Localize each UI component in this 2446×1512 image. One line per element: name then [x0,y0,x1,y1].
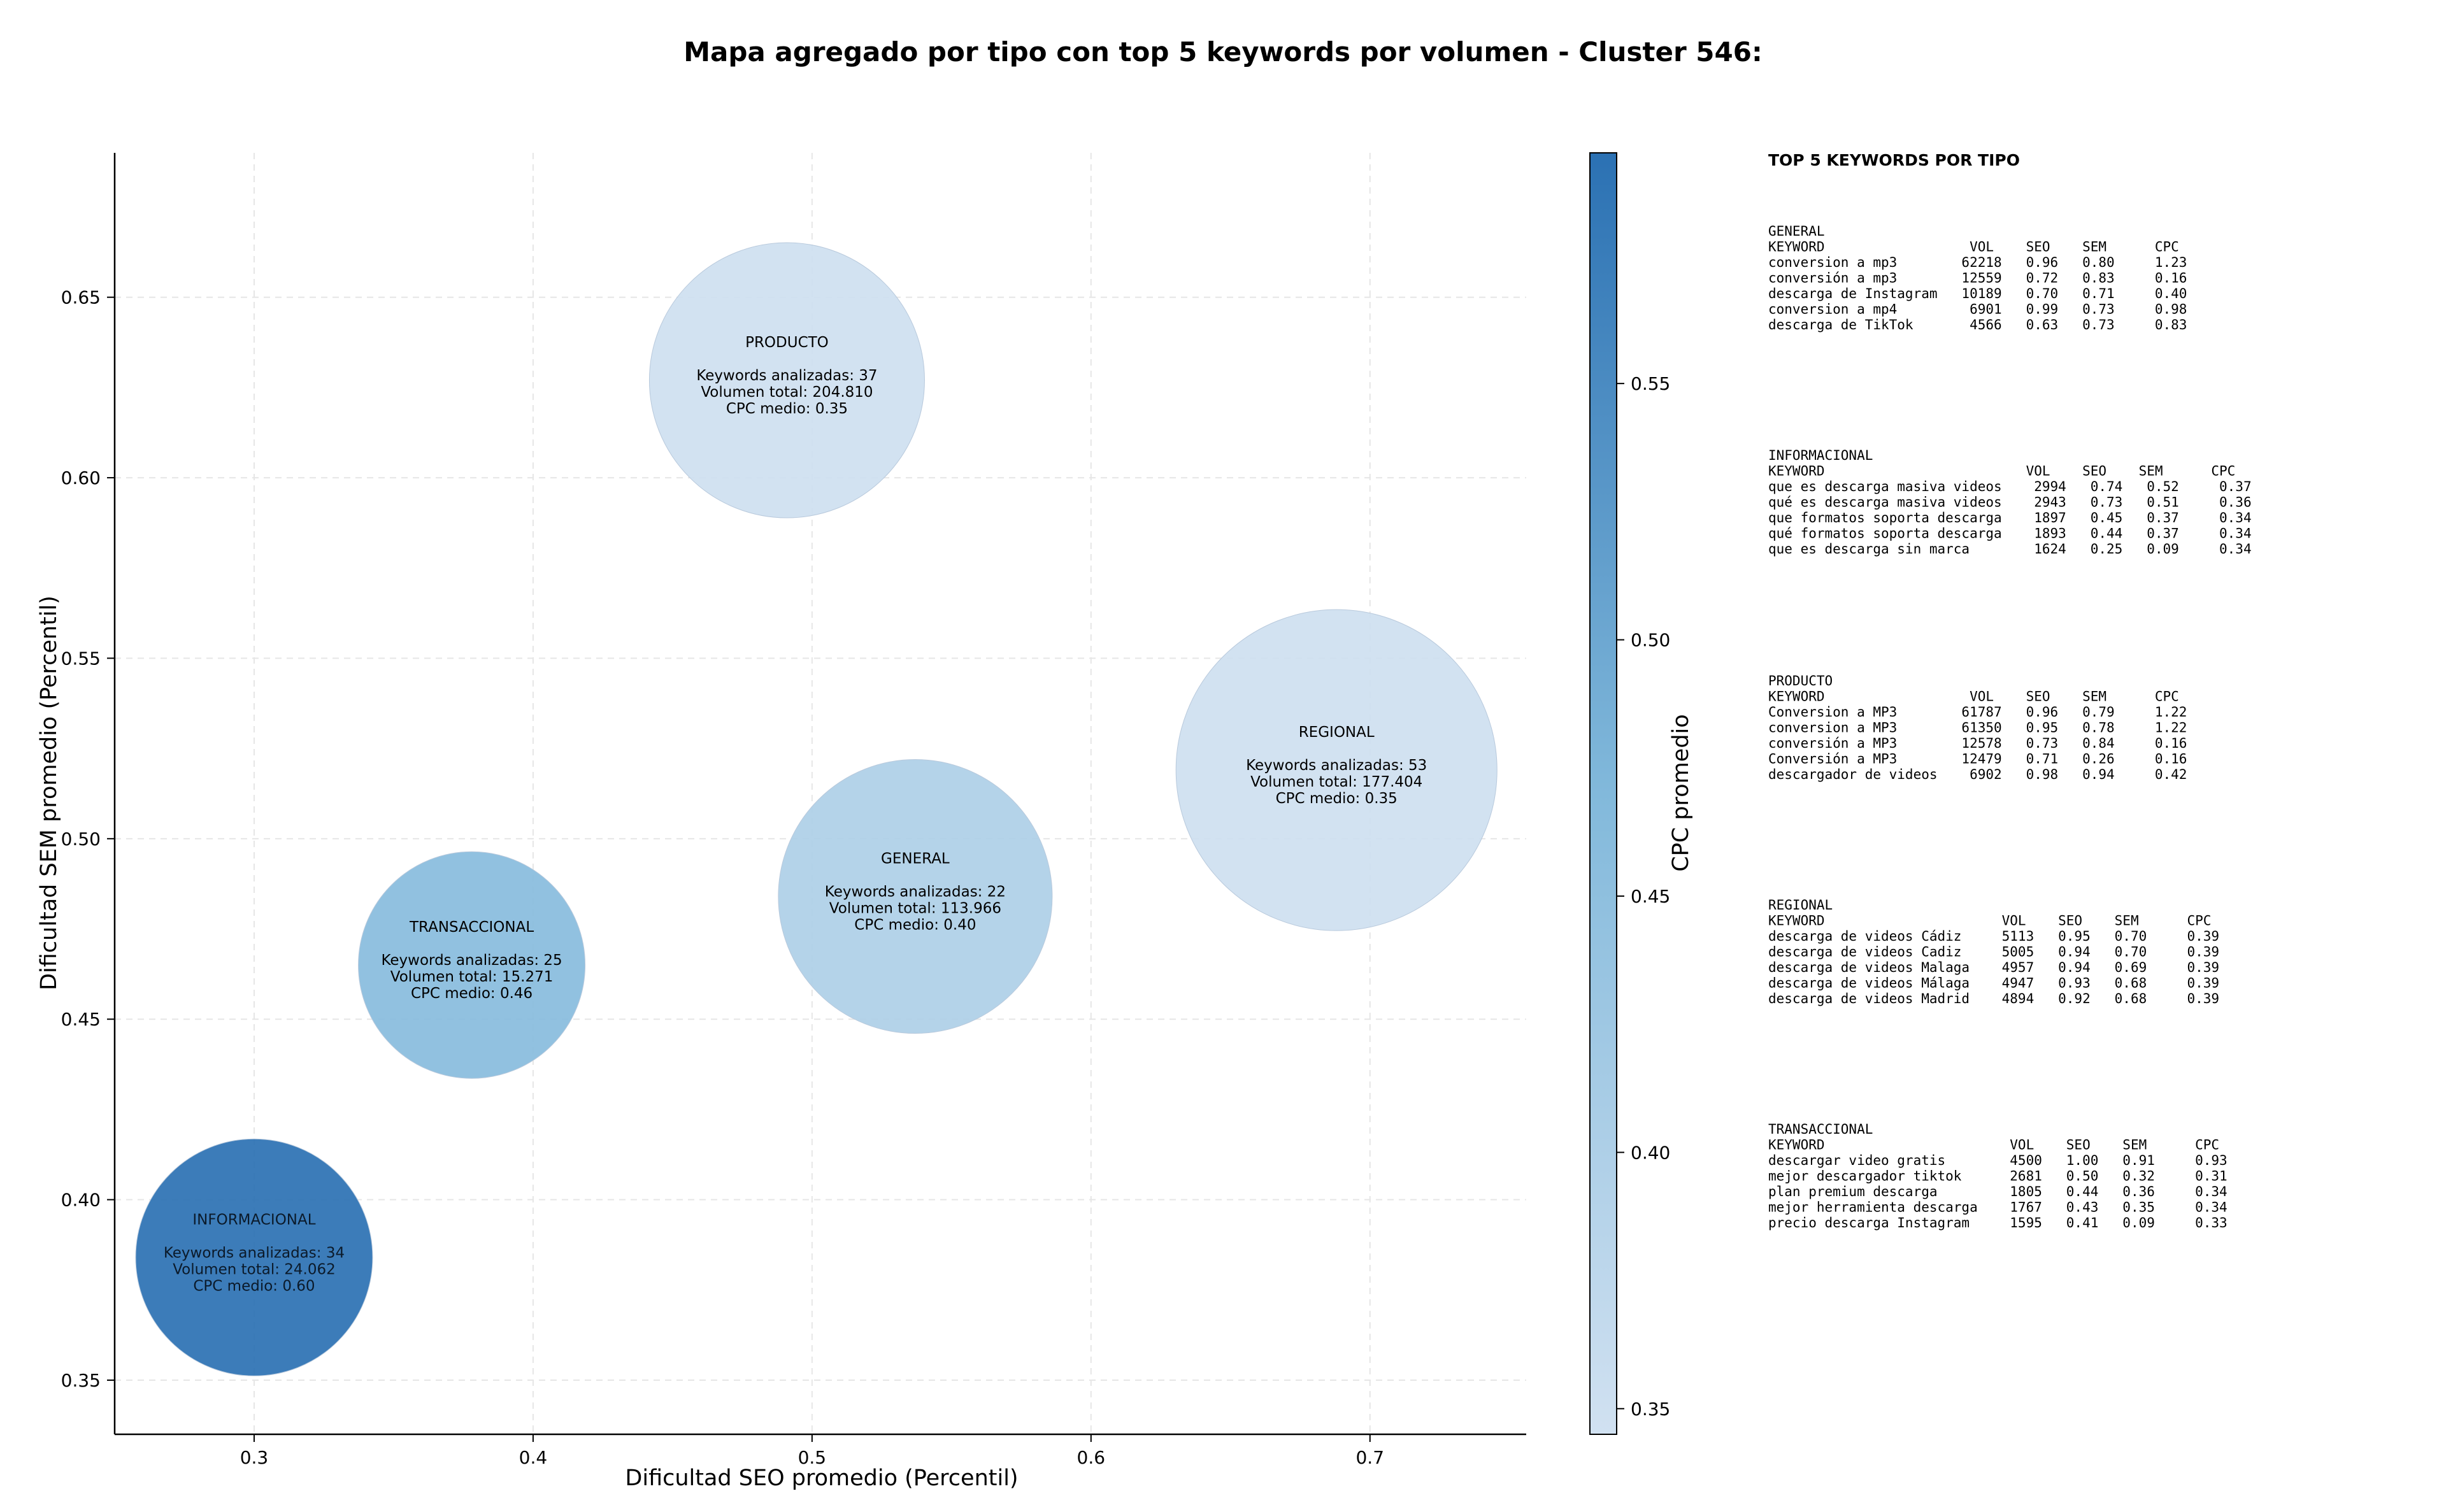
colorbar-label: CPC promedio [1668,714,1694,871]
panel-table-row: conversion a mp4 6901 0.99 0.73 0.98 [1768,302,2187,317]
panel-table-row: descarga de TikTok 4566 0.63 0.73 0.83 [1768,317,2187,332]
panel-table-row: conversión a mp3 12559 0.72 0.83 0.16 [1768,271,2187,286]
bubble-annotation: Volumen total: 204.810 [701,384,873,401]
bubble-label: TRANSACCIONAL [409,919,534,936]
bubble-annotation: Keywords analizadas: 25 [381,952,562,969]
y-tick-label: 0.35 [61,1370,101,1391]
bubble-producto [648,242,925,518]
colorbar-tick-label: 0.50 [1631,630,1670,651]
bubble-annotation: CPC medio: 0.40 [854,917,976,934]
panel-table-row: que es descarga masiva videos 2994 0.74 … [1768,479,2252,494]
chart-title: Mapa agregado por tipo con top 5 keyword… [683,36,1763,68]
bubble-annotation: Keywords analizadas: 37 [696,367,877,384]
bubble-annotation: Volumen total: 113.966 [829,901,1001,917]
panel-table-row: mejor herramienta descarga 1767 0.43 0.3… [1768,1200,2228,1215]
bubble-label: INFORMACIONAL [192,1211,315,1228]
panel-table-header: KEYWORD VOL SEO SEM CPC [1768,464,2235,479]
bubble-label: PRODUCTO [745,334,829,351]
panel-table-header: KEYWORD VOL SEO SEM CPC [1768,913,2211,929]
panel-table-row: descarga de videos Malaga 4957 0.94 0.69… [1768,960,2219,975]
panel-table-row: Conversión a MP3 12479 0.71 0.26 0.16 [1768,752,2187,767]
y-tick-label: 0.50 [61,829,101,850]
bubble-annotation: Keywords analizadas: 22 [825,884,1006,901]
panel-table-row: descargador de videos 6902 0.98 0.94 0.4… [1768,767,2187,782]
panel-table-header: KEYWORD VOL SEO SEM CPC [1768,239,2179,255]
panel-block-title: TRANSACCIONAL [1768,1122,1873,1137]
panel-table-row: que es descarga sin marca 1624 0.25 0.09… [1768,541,2252,557]
panel-table-row: qué es descarga masiva videos 2943 0.73 … [1768,495,2252,510]
panel-block-title: GENERAL [1768,224,1825,239]
bubble-informacional [135,1138,373,1376]
y-tick-label: 0.55 [61,648,101,669]
bubble-annotation: Volumen total: 24.062 [173,1261,336,1278]
panel-heading: TOP 5 KEYWORDS POR TIPO [1768,151,2020,169]
panel-table-row: descarga de videos Málaga 4947 0.93 0.68… [1768,976,2219,991]
bubble-annotation: CPC medio: 0.35 [726,401,848,417]
y-tick-label: 0.60 [61,467,101,489]
panel-table-row: qué formatos soporta descarga 1893 0.44 … [1768,526,2252,541]
colorbar-tick-label: 0.35 [1631,1399,1670,1420]
panel-table-header: KEYWORD VOL SEO SEM CPC [1768,689,2179,704]
x-tick-label: 0.7 [1355,1447,1384,1468]
panel-table-row: plan premium descarga 1805 0.44 0.36 0.3… [1768,1184,2228,1199]
bubble-annotation: Volumen total: 177.404 [1250,774,1422,790]
panel-block-title: REGIONAL [1768,897,1833,913]
y-tick-label: 0.45 [61,1009,101,1030]
bubble-transaccional [358,851,586,1079]
colorbar-gradient [1589,152,1617,1435]
bubble-label: REGIONAL [1299,724,1375,741]
panel-table-row: Conversion a MP3 61787 0.96 0.79 1.22 [1768,704,2187,720]
bubble-annotation: Keywords analizadas: 53 [1246,757,1427,774]
bubble-regional [1175,609,1498,931]
panel-table-header: KEYWORD VOL SEO SEM CPC [1768,1138,2219,1153]
panel-table-row: precio descarga Instagram 1595 0.41 0.09… [1768,1215,2228,1230]
colorbar-tick-label: 0.55 [1631,373,1670,394]
x-tick-label: 0.4 [519,1447,548,1468]
panel-table-row: descarga de videos Cadiz 5005 0.94 0.70 … [1768,945,2219,960]
bubble-annotation: CPC medio: 0.35 [1276,790,1398,807]
colorbar: 0.35 0.40 0.45 0.50 0.55 [1589,152,1670,1435]
bubble-annotation: CPC medio: 0.46 [411,985,533,1002]
y-axis-label: Dificultad SEM promedio (Percentil) [36,596,62,990]
y-tick-label: 0.40 [61,1190,101,1211]
colorbar-tick-label: 0.45 [1631,886,1670,907]
colorbar-tick-label: 0.40 [1631,1142,1670,1163]
x-tick-label: 0.5 [798,1447,827,1468]
y-tick-label: 0.65 [61,287,101,308]
panel-table-row: descargar video gratis 4500 1.00 0.91 0.… [1768,1153,2228,1168]
panel-table-row: que formatos soporta descarga 1897 0.45 … [1768,510,2252,525]
panel-table-row: conversion a MP3 61350 0.95 0.78 1.22 [1768,720,2187,736]
x-axis-label: Dificultad SEO promedio (Percentil) [625,1466,1018,1491]
panel-table-row: mejor descargador tiktok 2681 0.50 0.32 … [1768,1169,2228,1184]
bubble-annotation: Volumen total: 15.271 [390,969,554,985]
panel-table-row: descarga de videos Cádiz 5113 0.95 0.70 … [1768,929,2219,944]
panel-block-title: PRODUCTO [1768,673,1833,688]
panel-table-row: conversión a MP3 12578 0.73 0.84 0.16 [1768,736,2187,751]
panel-table-row: descarga de videos Madrid 4894 0.92 0.68… [1768,991,2219,1006]
x-tick-label: 0.3 [240,1447,269,1468]
axes: 0.3 0.4 0.5 0.6 0.7 0.35 0.40 0.45 0.50 0.55 0.60 0… [61,153,1526,1468]
bubble-general [778,759,1053,1034]
panel-table-row: conversion a mp3 62218 0.96 0.80 1.23 [1768,255,2187,270]
bubble-annotation: Keywords analizadas: 34 [164,1245,345,1261]
bubble-label: GENERAL [881,851,950,867]
x-tick-label: 0.6 [1077,1447,1106,1468]
panel-table-row: descarga de Instagram 10189 0.70 0.71 0.… [1768,286,2187,301]
panel-block-title: INFORMACIONAL [1768,448,1873,463]
bubble-annotation: CPC medio: 0.60 [193,1278,315,1294]
